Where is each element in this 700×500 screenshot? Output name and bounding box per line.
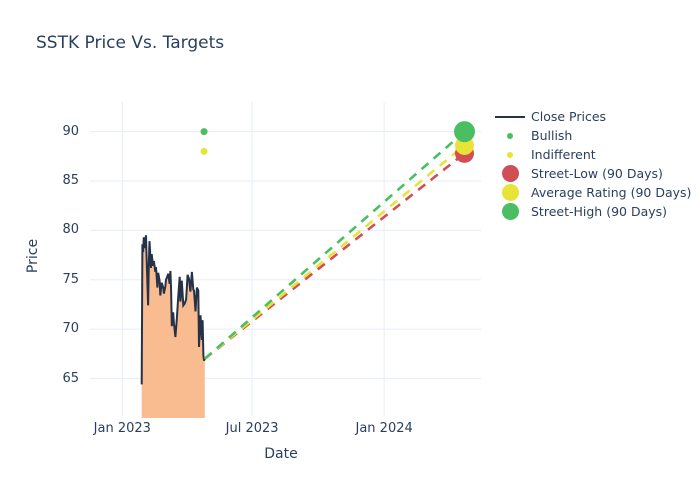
x-tick-label: Jan 2024 bbox=[355, 421, 413, 436]
average-rating-90-days-glyph bbox=[501, 184, 519, 201]
y-tick-label: 70 bbox=[62, 321, 79, 337]
street-high-90-days-glyph bbox=[501, 203, 519, 220]
street-low-90-days-swatch-icon bbox=[492, 165, 528, 182]
x-tick-label: Jan 2023 bbox=[93, 421, 151, 436]
y-tick-label: 80 bbox=[62, 222, 79, 238]
bullish-swatch-icon bbox=[492, 132, 528, 139]
y-tick-label: 85 bbox=[62, 173, 79, 188]
indifferent-glyph bbox=[507, 151, 513, 158]
street-low-90-days-glyph bbox=[501, 165, 519, 182]
bullish-dot[interactable] bbox=[200, 128, 208, 136]
y-axis-title: Price bbox=[25, 238, 41, 274]
legend-item-street-high-90-days[interactable]: Street-High (90 Days) bbox=[492, 202, 691, 221]
close-prices-line[interactable] bbox=[140, 235, 206, 385]
x-tick-label: Jul 2023 bbox=[225, 421, 279, 436]
y-tick-label: 75 bbox=[62, 271, 79, 287]
y-tick-label: 90 bbox=[62, 123, 79, 139]
page-title: SSTK Price Vs. Targets bbox=[36, 33, 225, 53]
average-rating-90-days-dashed-line bbox=[203, 144, 466, 360]
street-high-90-days-marker[interactable] bbox=[453, 121, 475, 143]
bullish-glyph bbox=[507, 132, 513, 139]
legend-label: Bullish bbox=[531, 128, 573, 143]
legend-item-bullish[interactable]: Bullish bbox=[492, 126, 691, 145]
street-high-90-days-swatch-icon bbox=[492, 203, 528, 220]
legend-item-street-low-90-days[interactable]: Street-Low (90 Days) bbox=[492, 164, 691, 183]
legend: Close Prices Bullish Indifferent Street-Low… bbox=[492, 107, 691, 221]
legend-item-close-prices[interactable]: Close Prices bbox=[492, 107, 691, 126]
indifferent-dot[interactable] bbox=[200, 147, 208, 155]
indifferent-swatch-icon bbox=[492, 151, 528, 158]
legend-label: Average Rating (90 Days) bbox=[531, 185, 692, 200]
street-high-90-days-dashed-line bbox=[203, 130, 466, 360]
legend-label: Indifferent bbox=[531, 147, 596, 162]
legend-label: Street-High (90 Days) bbox=[531, 204, 668, 219]
close-prices-glyph bbox=[495, 115, 525, 118]
legend-label: Street-Low (90 Days) bbox=[531, 166, 663, 181]
y-tick-label: 65 bbox=[62, 370, 79, 386]
legend-item-average-rating-90-days[interactable]: Average Rating (90 Days) bbox=[492, 183, 691, 202]
x-axis-title: Date bbox=[264, 446, 298, 462]
average-rating-90-days-swatch-icon bbox=[492, 184, 528, 201]
legend-item-indifferent[interactable]: Indifferent bbox=[492, 145, 691, 164]
close-prices-swatch-icon bbox=[492, 115, 528, 118]
legend-label: Close Prices bbox=[531, 109, 607, 124]
